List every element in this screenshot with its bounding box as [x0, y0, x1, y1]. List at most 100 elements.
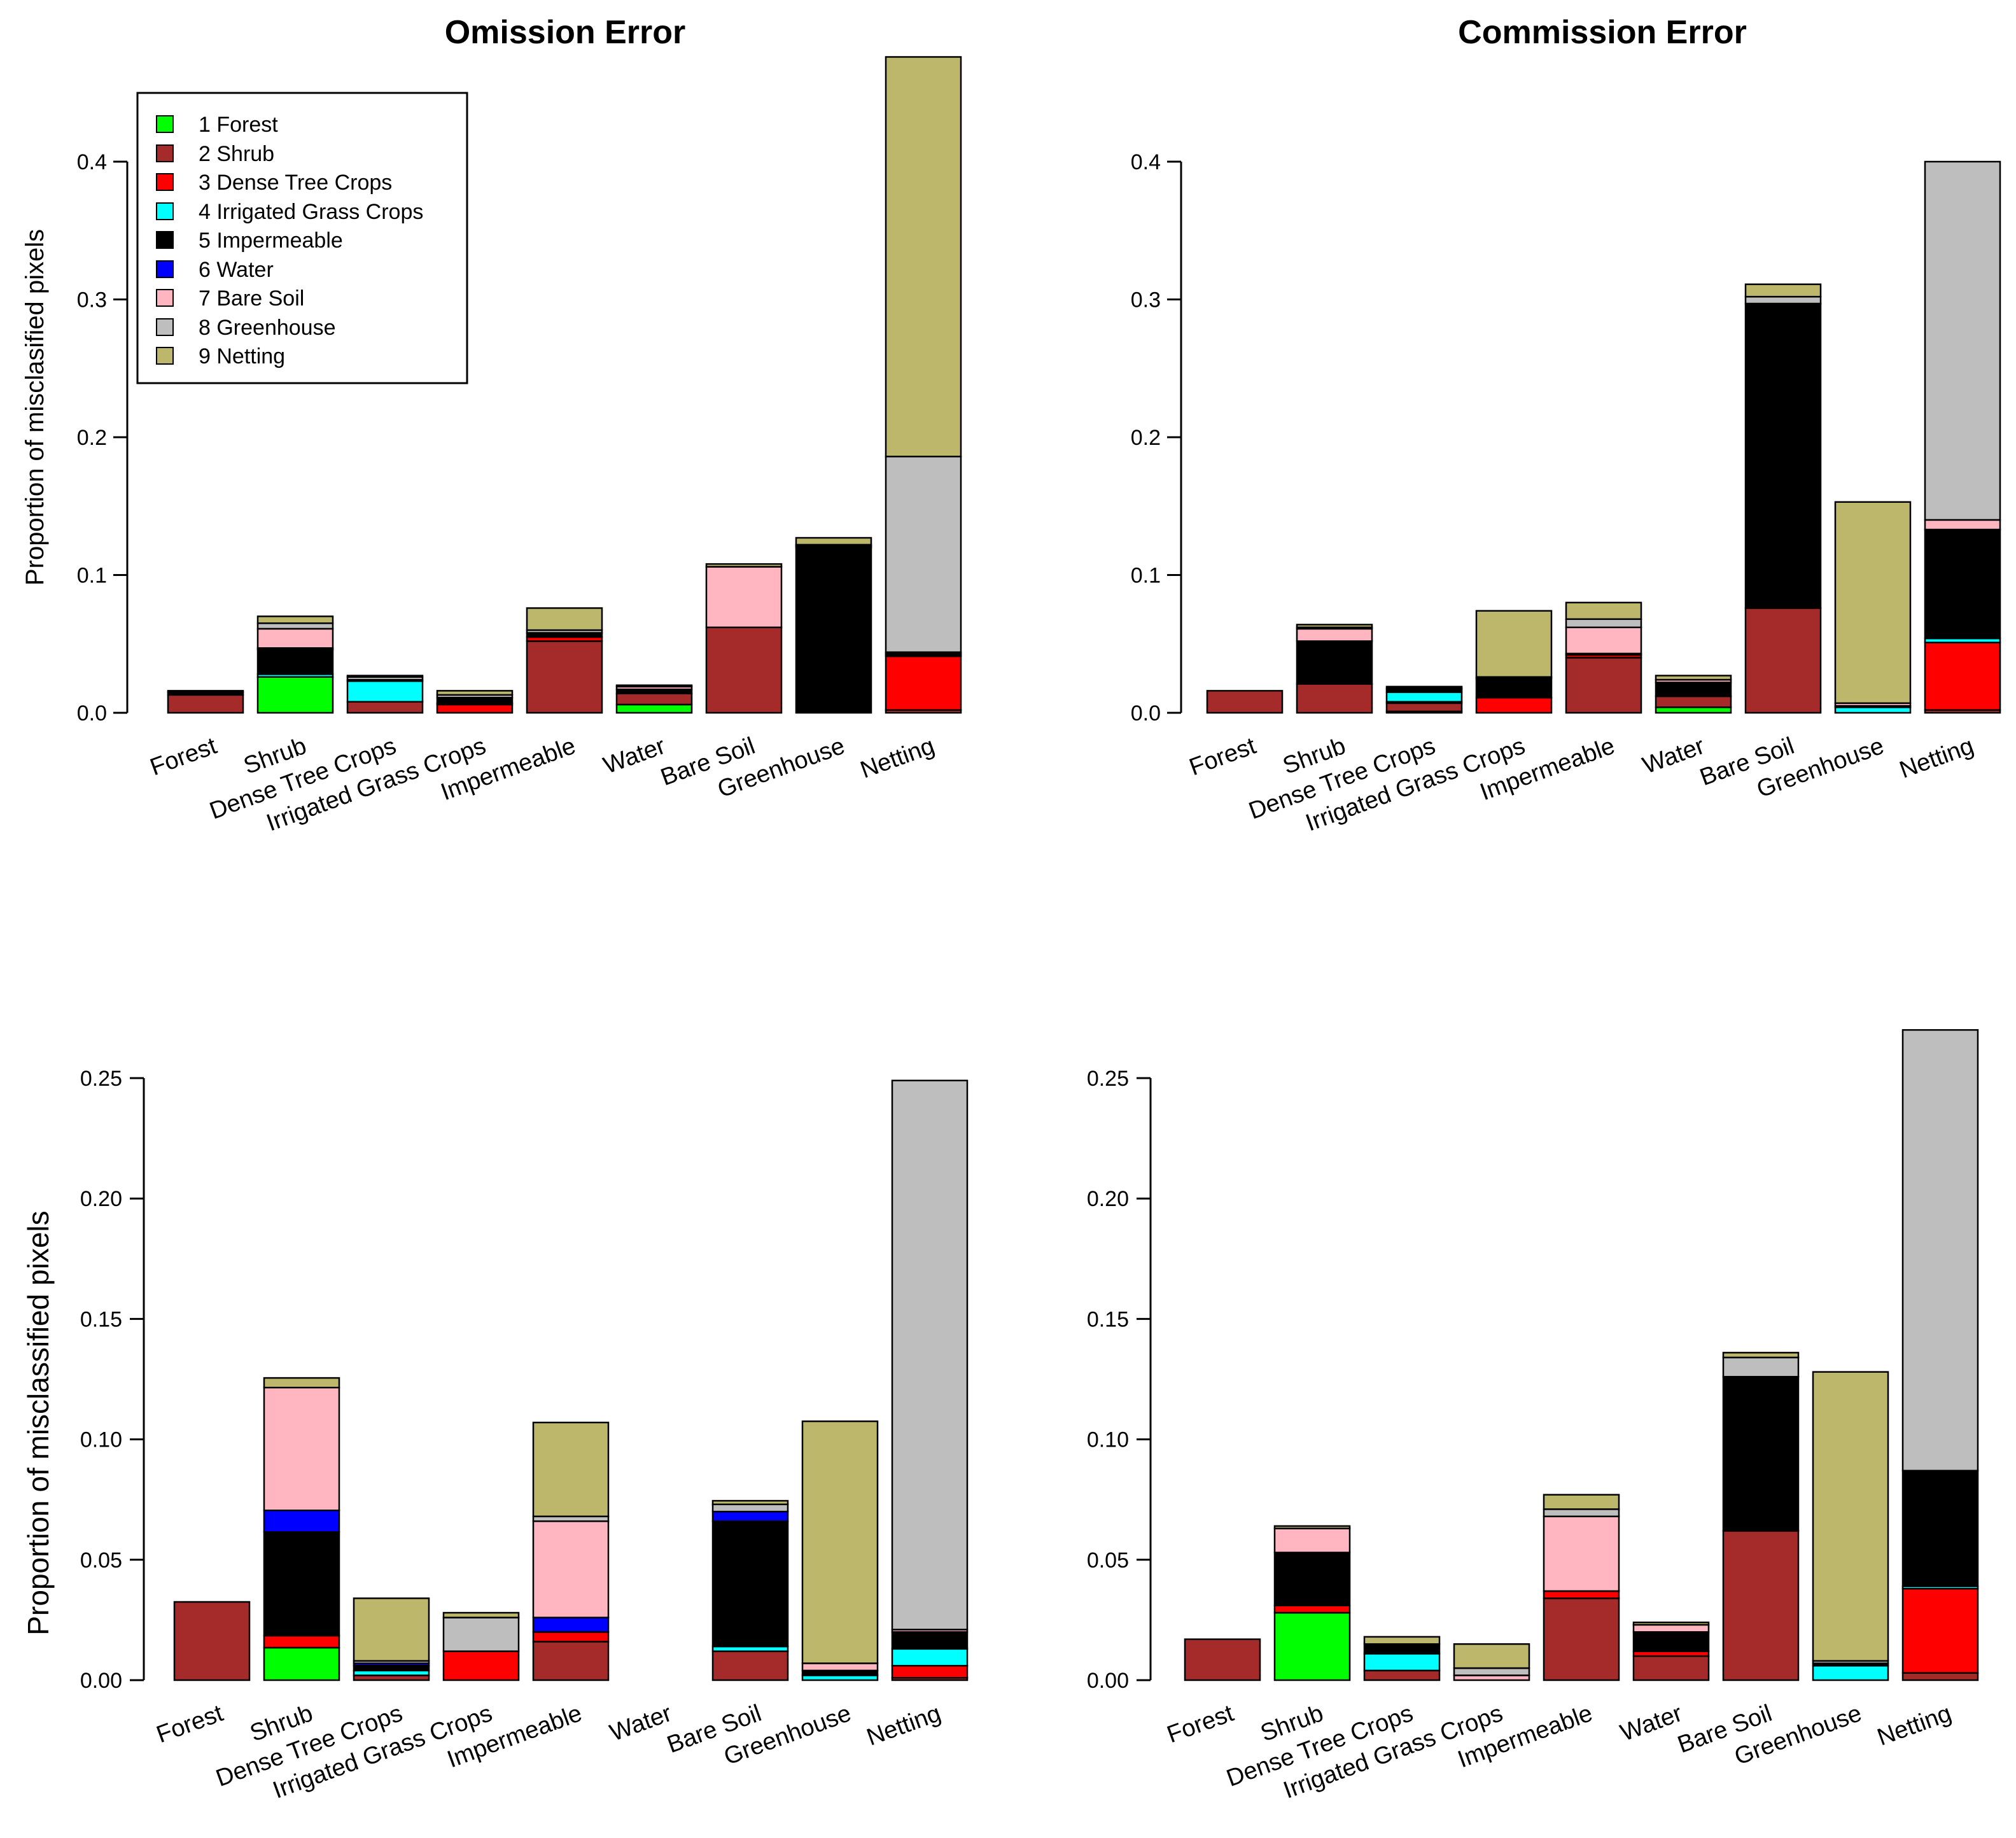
legend-label: 5 Impermeable [199, 228, 343, 253]
bar-segment [1924, 528, 2001, 640]
bar-segment [1273, 1611, 1351, 1681]
bar-segment [1924, 160, 2001, 521]
category-label: Water [1617, 1700, 1686, 1747]
y-tick-label: 0.1 [77, 564, 107, 588]
y-axis-label: Proportion of misclassified pixels [22, 1210, 55, 1635]
legend-entry: 9 Netting [156, 344, 285, 368]
bar-segment [1385, 702, 1463, 713]
category-label: Forest [1186, 733, 1260, 781]
y-tick-label: 0.00 [1087, 1669, 1129, 1693]
bar-segment [1834, 501, 1912, 705]
bar-segment [263, 1646, 340, 1681]
bar-segment [705, 566, 783, 629]
bar-segment [1901, 1029, 1979, 1472]
bar-segment [1363, 1643, 1441, 1655]
bar-segment [532, 1631, 610, 1643]
bar-segment [1722, 1530, 1800, 1681]
category-labels: Forest Shrub Dense Tree Crops Irrigated … [153, 1700, 945, 1804]
bar-segment [1363, 1669, 1441, 1681]
bar-segment [1565, 601, 1642, 621]
legend-swatch [156, 260, 174, 278]
y-tick-label: 0.25 [80, 1067, 122, 1091]
bar-segment [891, 1631, 969, 1650]
legend-entry: 6 Water [156, 258, 274, 282]
legend-swatch [156, 115, 174, 133]
bar-segment [532, 1617, 610, 1633]
bar-segment [1475, 696, 1553, 714]
bar-segment [1296, 624, 1373, 629]
bar-segment [346, 675, 424, 678]
legend-entry: 3 Dense Tree Crops [156, 171, 392, 195]
bottom-left-panel: Proportion of misclassified pixels 0.00 … [22, 1067, 969, 1804]
legend-box [136, 92, 468, 384]
bar-segment [795, 537, 872, 546]
legend-swatch [156, 289, 174, 307]
category-label: Netting [857, 733, 939, 784]
y-tick-label: 0.15 [80, 1307, 122, 1331]
y-tick-label: 0.10 [80, 1428, 122, 1452]
y-tick-label: 0.10 [1087, 1428, 1129, 1452]
bar-segment [1273, 1527, 1351, 1554]
y-tick-label: 0.0 [77, 701, 107, 726]
bar-segment [891, 1665, 969, 1679]
bar-segment [1296, 683, 1373, 714]
legend-entry: 2 Shrub [156, 142, 274, 166]
category-label: Netting [1896, 733, 1978, 784]
category-label: Forest [1164, 1700, 1238, 1748]
bar-segment [1722, 1356, 1800, 1378]
legend-label: 7 Bare Soil [199, 286, 304, 311]
bar-segment [891, 1648, 969, 1667]
bar-segment [1385, 691, 1463, 703]
legend-entry: 7 Bare Soil [156, 286, 304, 311]
bar-segment [532, 1520, 610, 1618]
bar-segment [1543, 1494, 1620, 1510]
bar-segment [711, 1650, 789, 1681]
bar-segment [346, 701, 424, 714]
bar-segment [891, 1079, 969, 1631]
bar-segment [1453, 1667, 1530, 1676]
legend-label: 9 Netting [199, 344, 285, 368]
y-tick-label: 0.2 [1131, 426, 1161, 450]
y-ticks: 0.00 0.05 0.10 0.15 0.20 0.25 [1087, 1067, 1152, 1693]
bar-segment [1722, 1352, 1800, 1359]
bar-segment [436, 703, 514, 714]
y-tick-label: 0.4 [1131, 150, 1161, 174]
category-label: Water [606, 1700, 676, 1747]
bar-segment [526, 640, 603, 714]
y-ticks: 0.00 0.05 0.10 0.15 0.20 0.25 [80, 1067, 145, 1693]
legend-label: 4 Irrigated Grass Crops [199, 200, 423, 224]
legend-swatch [156, 202, 174, 220]
legend-entry: 5 Impermeable [156, 228, 343, 253]
bar-segment [256, 628, 334, 649]
bar-segment [526, 607, 603, 631]
bar-segment [263, 1377, 340, 1389]
bar-segment [1812, 1665, 1889, 1681]
legend-entry: 4 Irrigated Grass Crops [156, 200, 423, 224]
bar-segment [256, 615, 334, 624]
bottom-right-panel: 0.00 0.05 0.10 0.15 0.20 0.25 Forest Shr… [1087, 1029, 1979, 1804]
bar-segment [256, 622, 334, 630]
bar-segment [263, 1531, 340, 1637]
commission-error-panel: Commission Error 0.0 0.1 0.2 0.3 0.4 For… [1131, 14, 2001, 837]
y-axis-label: Proportion of misclasified pixels [21, 229, 49, 586]
bar-segment [615, 684, 693, 688]
bar-segment [885, 56, 962, 458]
bar-segment [1632, 1655, 1710, 1681]
bar-segment [1273, 1525, 1351, 1529]
bar-segment [1453, 1643, 1530, 1669]
legend-swatch [156, 231, 174, 249]
legend-label: 8 Greenhouse [199, 316, 336, 340]
bar-segment [1744, 295, 1822, 305]
category-labels: Forest Shrub Dense Tree Crops Irrigated … [1186, 733, 1978, 837]
bar-segment [1206, 690, 1284, 714]
bar-segment [256, 676, 334, 714]
bars [173, 1079, 969, 1681]
category-labels: Forest Shrub Dense Tree Crops Irrigated … [1164, 1700, 1956, 1804]
bar-segment [711, 1499, 789, 1506]
category-label: Forest [153, 1700, 227, 1748]
y-tick-label: 0.4 [77, 150, 107, 174]
legend-label: 2 Shrub [199, 142, 274, 166]
y-tick-label: 0.0 [1131, 701, 1161, 726]
bar-segment [1722, 1375, 1800, 1532]
y-tick-label: 0.3 [1131, 288, 1161, 312]
